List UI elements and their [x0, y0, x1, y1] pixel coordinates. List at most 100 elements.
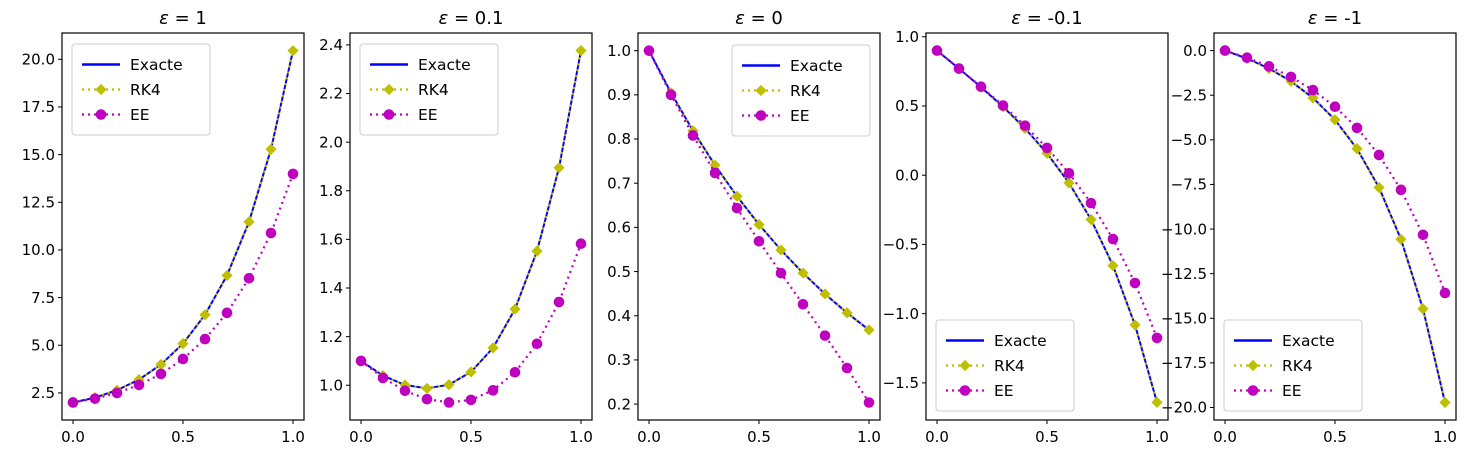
y-tick-label: 0.5 — [895, 97, 919, 115]
rk4-marker — [221, 269, 233, 282]
rk4-marker — [841, 307, 853, 319]
ee-marker — [1307, 84, 1319, 96]
y-tick-label: −15.0 — [1161, 309, 1207, 327]
ee-marker — [89, 393, 101, 404]
legend-box — [935, 319, 1075, 412]
rk4-marker — [1395, 233, 1407, 245]
rk4-marker — [553, 162, 565, 174]
y-tick-label: −7.5 — [1171, 176, 1207, 194]
x-tick-label: 0.5 — [459, 428, 483, 446]
legend: Exacte RK4 EE — [71, 43, 211, 136]
x-tick-label: 0.5 — [747, 428, 771, 446]
legend-label: EE — [994, 382, 1014, 400]
ee-marker — [443, 397, 455, 408]
rk4-marker — [199, 309, 211, 321]
legend-label: RK4 — [1282, 357, 1313, 375]
ee-marker — [1019, 120, 1031, 131]
ee-marker — [953, 63, 965, 74]
rk4-marker — [1129, 319, 1141, 331]
x-tick-label: 0.0 — [61, 428, 85, 446]
rk4-marker — [443, 379, 455, 391]
legend-label: Exacte — [130, 56, 183, 74]
y-tick-label: 7.5 — [31, 289, 55, 307]
rk4-marker — [1373, 181, 1385, 194]
y-tick-label: 1.4 — [319, 279, 343, 297]
plot-frame — [1213, 32, 1457, 421]
rk4-marker — [797, 267, 809, 279]
y-tick-label: −5.0 — [1171, 131, 1207, 149]
rk4-marker — [421, 382, 433, 395]
legend: Exacte RK4 EE — [1223, 319, 1363, 412]
y-tick-label: 1.0 — [895, 28, 919, 46]
ee-marker — [287, 168, 299, 180]
y-tick-label: 2.0 — [319, 133, 343, 151]
y-tick-label: 1.8 — [319, 182, 343, 200]
circle-marker-swatch — [95, 109, 107, 120]
x-tick-label: 1.0 — [857, 428, 881, 446]
ee-marker — [753, 235, 765, 247]
rk4-marker — [1063, 177, 1075, 189]
ee-marker — [1351, 122, 1363, 134]
rk4-marker — [1439, 396, 1451, 409]
circle-marker-swatch — [755, 110, 767, 121]
ee-marker — [465, 394, 477, 406]
diamond-marker-swatch — [383, 83, 395, 96]
ee-marker — [1329, 101, 1341, 113]
y-tick-label: 2.2 — [319, 85, 343, 103]
rk4-marker — [287, 45, 299, 57]
ee-marker — [1373, 149, 1385, 161]
y-tick-label: 0.5 — [607, 263, 631, 281]
subplot-4: ε = -0.1 0.0 0.5 1.0 1.0 0.5 0.0 −0.5 −1.0 −1.5 Ex… — [883, 8, 1169, 446]
ee-marker — [1439, 287, 1451, 299]
x-tick-label: 0.0 — [637, 428, 661, 446]
x-tick-label: 0.0 — [349, 428, 373, 446]
y-tick-label: 2.4 — [319, 36, 343, 54]
ee-marker — [1263, 61, 1275, 72]
x-tick-label: 0.5 — [171, 428, 195, 446]
plot-frame — [61, 32, 305, 421]
ee-marker — [1063, 167, 1075, 179]
legend-label: EE — [790, 107, 810, 125]
plot-title: ε = -0.1 — [1011, 8, 1082, 29]
legend: Exacte RK4 EE — [935, 319, 1075, 412]
y-tick-label: 10.0 — [22, 241, 55, 259]
y-tick-label: 0.8 — [607, 130, 631, 148]
ee-marker — [997, 100, 1009, 111]
y-tick-label: 1.0 — [319, 376, 343, 394]
ee-marker — [221, 307, 233, 319]
y-tick-label: 2.5 — [31, 384, 55, 402]
ee-marker — [1395, 184, 1407, 196]
ee-marker — [1041, 142, 1053, 154]
ee-marker — [1241, 52, 1253, 64]
rk4-marker — [531, 245, 543, 257]
legend-label: EE — [418, 106, 438, 124]
ee-marker — [687, 130, 699, 141]
rk4-marker — [177, 337, 189, 350]
ee-marker — [819, 330, 831, 341]
rk4-marker — [753, 218, 765, 231]
ee-marker — [155, 368, 167, 380]
rk4-marker — [1417, 303, 1429, 315]
rk4-marker — [465, 366, 477, 378]
rk4-marker — [1085, 213, 1097, 226]
y-tick-label: 1.2 — [319, 328, 343, 346]
circle-marker-swatch — [383, 109, 395, 120]
ee-marker — [487, 385, 499, 396]
x-tick-label: 0.0 — [925, 428, 949, 446]
y-tick-label: 0.6 — [607, 219, 631, 237]
x-tick-label: 1.0 — [281, 428, 305, 446]
ee-marker — [355, 355, 367, 367]
subplot-5: ε = -1 0.0 0.5 1.0 0.0 −2.5 −5.0 −7.5 −10.0 −12.5… — [1161, 8, 1457, 446]
ee-marker — [531, 338, 543, 350]
ee-marker — [1107, 233, 1119, 245]
x-tick-label: 1.0 — [1145, 428, 1169, 446]
x-tick-label: 1.0 — [569, 428, 593, 446]
plot-frame — [349, 32, 593, 421]
legend-box — [71, 43, 211, 136]
plot-frame — [637, 32, 881, 421]
x-tick-label: 0.5 — [1035, 428, 1059, 446]
series-ee-line — [1224, 49, 1447, 294]
diamond-marker-swatch — [755, 84, 767, 97]
y-tick-label: 0.0 — [1183, 42, 1207, 60]
rk4-marker — [731, 190, 743, 202]
